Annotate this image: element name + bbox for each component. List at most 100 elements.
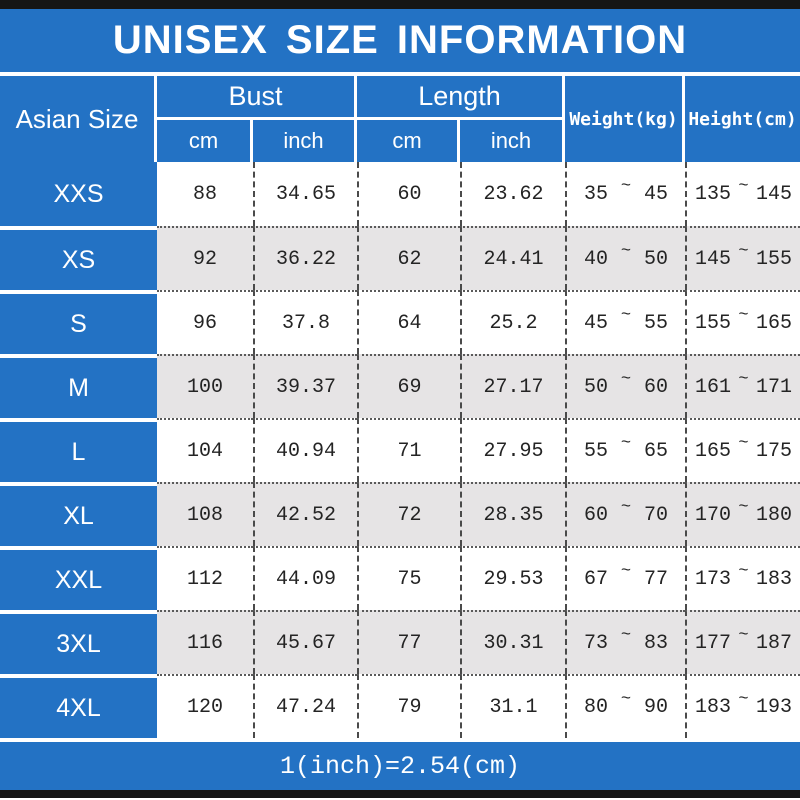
header-bust: Bust: [157, 76, 357, 120]
bust-inch-value: 34.65: [253, 162, 357, 226]
weight-range: 60 ~ 70: [565, 482, 685, 546]
weight-range: 45 ~ 55: [565, 290, 685, 354]
length-inch-value: 27.17: [460, 354, 565, 418]
header-length-inch: inch: [460, 120, 565, 162]
height-range: 135 ~ 145: [685, 162, 800, 226]
length-cm-value: 60: [357, 162, 460, 226]
size-label: XXS: [0, 162, 157, 226]
table-row: S 96 37.8 64 25.2 45 ~ 55 155 ~ 165: [0, 290, 800, 354]
height-range: 145 ~ 155: [685, 226, 800, 290]
header-bust-inch: inch: [253, 120, 357, 162]
footer-band: 1(inch)=2.54(cm): [0, 742, 800, 790]
weight-min-value: 35: [584, 182, 609, 206]
weight-max-value: 65: [643, 439, 668, 463]
top-border-bar: [0, 0, 800, 9]
weight-min-value: 40: [584, 247, 609, 271]
header-asian-size: Asian Size: [0, 76, 157, 162]
bust-inch-value: 37.8: [253, 290, 357, 354]
header-bust-cm: cm: [157, 120, 253, 162]
weight-min-value: 50: [584, 375, 609, 399]
tilde-symbol: ~: [620, 369, 632, 389]
tilde-symbol: ~: [738, 561, 749, 581]
height-max-value: 165: [755, 311, 792, 335]
length-cm-value: 64: [357, 290, 460, 354]
table-row: XL 108 42.52 72 28.35 60 ~ 70 170 ~ 180: [0, 482, 800, 546]
bust-cm-value: 92: [157, 226, 253, 290]
conversion-note: 1(inch)=2.54(cm): [279, 751, 521, 781]
height-range: 183 ~ 193: [685, 674, 800, 738]
weight-min-value: 67: [584, 567, 609, 591]
size-label: XS: [0, 226, 157, 290]
height-range: 170 ~ 180: [685, 482, 800, 546]
length-cm-value: 62: [357, 226, 460, 290]
weight-max-value: 50: [643, 247, 668, 271]
bust-cm-value: 108: [157, 482, 253, 546]
weight-range: 67 ~ 77: [565, 546, 685, 610]
weight-range: 40 ~ 50: [565, 226, 685, 290]
tilde-symbol: ~: [738, 369, 749, 389]
table-row: M 100 39.37 69 27.17 50 ~ 60 161 ~ 171: [0, 354, 800, 418]
header-weight: Weight(kg): [565, 76, 685, 162]
table-body: XXS 88 34.65 60 23.62 35 ~ 45 135 ~ 145 …: [0, 162, 800, 738]
bust-cm-value: 104: [157, 418, 253, 482]
bust-cm-value: 100: [157, 354, 253, 418]
divider: [0, 72, 800, 76]
table-row: XXS 88 34.65 60 23.62 35 ~ 45 135 ~ 145: [0, 162, 800, 226]
bust-inch-value: 36.22: [253, 226, 357, 290]
weight-max-value: 90: [643, 695, 668, 719]
height-range: 165 ~ 175: [685, 418, 800, 482]
weight-max-value: 60: [643, 375, 668, 399]
bust-inch-value: 47.24: [253, 674, 357, 738]
length-inch-value: 29.53: [460, 546, 565, 610]
height-min-value: 161: [695, 375, 732, 399]
weight-range: 50 ~ 60: [565, 354, 685, 418]
size-label: L: [0, 418, 157, 482]
tilde-symbol: ~: [620, 176, 632, 196]
weight-max-value: 55: [643, 311, 668, 335]
height-range: 155 ~ 165: [685, 290, 800, 354]
weight-max-value: 70: [643, 503, 668, 527]
weight-range: 73 ~ 83: [565, 610, 685, 674]
table-row: L 104 40.94 71 27.95 55 ~ 65 165 ~ 175: [0, 418, 800, 482]
length-cm-value: 71: [357, 418, 460, 482]
height-range: 173 ~ 183: [685, 546, 800, 610]
header-length: Length: [357, 76, 565, 120]
weight-range: 35 ~ 45: [565, 162, 685, 226]
table-row: XXL 112 44.09 75 29.53 67 ~ 77 173 ~ 183: [0, 546, 800, 610]
height-max-value: 193: [755, 695, 792, 719]
height-min-value: 165: [695, 439, 732, 463]
tilde-symbol: ~: [620, 241, 632, 261]
weight-min-value: 80: [584, 695, 609, 719]
tilde-symbol: ~: [738, 497, 749, 517]
weight-range: 55 ~ 65: [565, 418, 685, 482]
height-min-value: 145: [695, 247, 732, 271]
height-min-value: 135: [695, 182, 732, 206]
bottom-border-bar: [0, 790, 800, 798]
bust-inch-value: 40.94: [253, 418, 357, 482]
height-min-value: 155: [695, 311, 732, 335]
height-max-value: 155: [755, 247, 792, 271]
weight-min-value: 60: [584, 503, 609, 527]
table-row: XS 92 36.22 62 24.41 40 ~ 50 145 ~ 155: [0, 226, 800, 290]
size-label: XL: [0, 482, 157, 546]
length-cm-value: 77: [357, 610, 460, 674]
height-max-value: 175: [755, 439, 792, 463]
size-label: S: [0, 290, 157, 354]
page-title: UNISEX SIZE INFORMATION: [112, 18, 688, 62]
height-min-value: 173: [695, 567, 732, 591]
bust-cm-value: 120: [157, 674, 253, 738]
length-inch-value: 25.2: [460, 290, 565, 354]
height-max-value: 183: [755, 567, 792, 591]
tilde-symbol: ~: [620, 625, 632, 645]
height-min-value: 170: [695, 503, 732, 527]
length-inch-value: 28.35: [460, 482, 565, 546]
length-cm-value: 75: [357, 546, 460, 610]
height-range: 177 ~ 187: [685, 610, 800, 674]
length-cm-value: 72: [357, 482, 460, 546]
tilde-symbol: ~: [738, 433, 749, 453]
length-cm-value: 69: [357, 354, 460, 418]
table-header: Asian Size Bust Length Weight(kg) Height…: [0, 76, 800, 162]
tilde-symbol: ~: [738, 689, 749, 709]
tilde-symbol: ~: [620, 497, 632, 517]
bust-cm-value: 88: [157, 162, 253, 226]
